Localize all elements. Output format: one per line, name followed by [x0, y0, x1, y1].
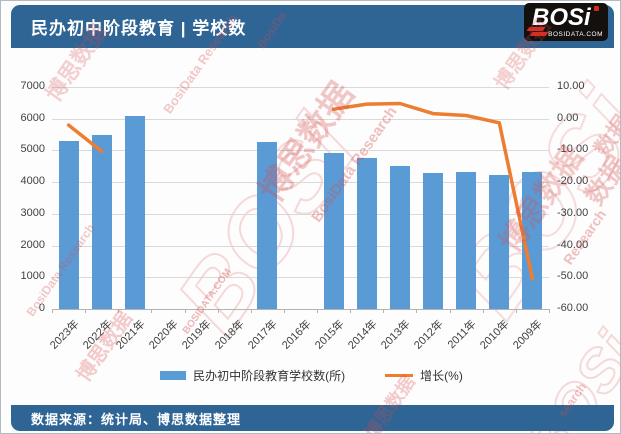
bar-2014年 [356, 158, 377, 309]
grid-line [52, 245, 549, 247]
source-bar: 数据来源：统计局、博思数据整理 [11, 405, 614, 431]
bar-2021年 [124, 115, 145, 309]
y-axis-label-right: 0.00 [557, 111, 579, 124]
x-axis-tick [317, 309, 319, 313]
y-axis-label-left: 6000 [20, 111, 45, 124]
x-axis-tick [217, 309, 219, 313]
chart-title: 民办初中阶段教育 | 学校数 [31, 19, 247, 38]
logo-site-text: BOSIDATA.COM [548, 31, 603, 38]
legend-line-swatch-icon [385, 374, 414, 377]
x-axis-tick [482, 309, 484, 313]
bosi-logo: BOSi BOSIDATA.COM [524, 3, 608, 41]
y-axis-label-right: -20.00 [557, 175, 589, 188]
bar-2012年 [423, 172, 444, 309]
legend-bar-swatch-icon [160, 371, 187, 380]
y-axis-label-left: 2000 [20, 238, 45, 251]
legend-entry-growth: 增长(%) [385, 367, 463, 384]
logo-stripe-icon [526, 27, 546, 31]
logo-wordmark: BOSi [532, 4, 591, 31]
y-axis-label-left: 0 [38, 302, 45, 314]
x-axis-tick [151, 309, 153, 313]
x-axis-tick [515, 309, 517, 313]
x-axis-tick [383, 309, 385, 313]
x-axis-tick [283, 309, 285, 313]
y-axis-label-right: -50.00 [557, 270, 589, 283]
bosi-watermark: 数据 [589, 110, 621, 162]
x-axis-tick [416, 309, 418, 313]
grid-line [52, 150, 549, 152]
source-text: 数据来源：统计局、博思数据整理 [31, 411, 242, 427]
y-axis-label-right: -60.00 [557, 302, 589, 314]
x-axis-tick [449, 309, 451, 313]
logo-stripe-icon [529, 32, 549, 36]
chart-title-bar: 民办初中阶段教育 | 学校数 BOSi BOSIDATA.COM [11, 3, 614, 48]
y-axis-label-left: 5000 [20, 143, 45, 156]
bar-2010年 [489, 174, 510, 309]
bar-2015年 [323, 152, 344, 309]
y-axis-label-left: 7000 [20, 80, 45, 92]
bar-2022年 [91, 135, 112, 309]
y-axis-label-left: 1000 [20, 270, 45, 283]
grid-line [52, 118, 549, 120]
grid-line [52, 277, 549, 279]
x-axis-tick [250, 309, 252, 313]
legend: 民办初中阶段教育学校数(所) 增长(%) [1, 367, 620, 384]
x-axis-tick [52, 309, 53, 313]
bar-2013年 [389, 165, 410, 309]
legend-line-label: 增长(%) [420, 369, 463, 383]
y-axis-label-left: 3000 [20, 206, 45, 219]
grid-line [52, 182, 549, 184]
grid-line [52, 87, 549, 88]
y-axis-label-right: -30.00 [557, 206, 589, 219]
y-axis-label-right: 10.00 [557, 80, 585, 92]
legend-entry-schools: 民办初中阶段教育学校数(所) [160, 367, 345, 384]
bar-2017年 [257, 142, 278, 309]
x-axis-tick [118, 309, 120, 313]
x-axis-tick [184, 309, 186, 313]
x-axis-tick [350, 309, 352, 313]
grid-line [52, 213, 549, 215]
bar-2009年 [522, 171, 543, 309]
legend-bar-label: 民办初中阶段教育学校数(所) [193, 369, 346, 383]
logo-i-dot-icon [594, 6, 599, 11]
y-axis-label-right: -10.00 [557, 143, 589, 156]
x-axis-line [52, 309, 549, 310]
x-axis-tick [549, 309, 550, 313]
y-axis-label-left: 4000 [20, 175, 45, 188]
bar-2023年 [58, 141, 79, 309]
bar-2011年 [456, 171, 477, 309]
bosi-watermark: BosiData Research [308, 103, 401, 226]
x-axis-tick [85, 309, 87, 313]
y-axis-label-right: -40.00 [557, 238, 589, 251]
